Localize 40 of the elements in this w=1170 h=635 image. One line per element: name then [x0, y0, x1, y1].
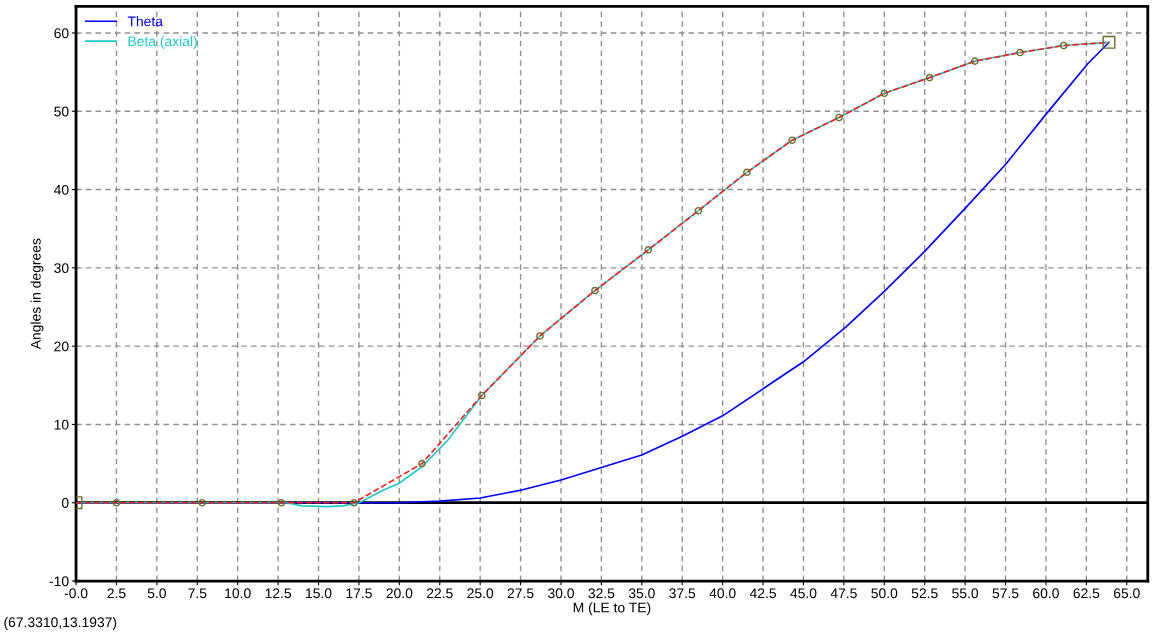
x-tick-label: 32.5 — [588, 588, 615, 599]
x-axis-title: M (LE to TE) — [573, 602, 651, 616]
x-tick-label: 2.5 — [107, 588, 126, 599]
y-tick-label: 50 — [54, 106, 69, 117]
text: (67.3310,13.1937) — [4, 616, 117, 630]
x-tick-label: 37.5 — [669, 588, 696, 599]
x-tick-label: 40.0 — [709, 588, 736, 599]
x-tick-label: 62.5 — [1073, 588, 1100, 599]
x-tick-label: 25.0 — [467, 588, 494, 599]
x-tick-label: 55.0 — [952, 588, 979, 599]
y-tick-label: -10 — [49, 576, 69, 587]
x-tick-label: 12.5 — [265, 588, 292, 599]
x-tick-label: 5.0 — [147, 588, 166, 599]
y-tick-label: 30 — [54, 263, 69, 274]
y-tick-label: 10 — [54, 419, 69, 430]
x-tick-label: 57.5 — [992, 588, 1019, 599]
x-tick-label: 60.0 — [1033, 588, 1059, 599]
y-tick-label: 60 — [54, 28, 69, 39]
x-tick-label: 27.5 — [507, 588, 534, 599]
y-tick-label: 0 — [61, 498, 69, 508]
x-tick-label: 35.0 — [628, 588, 655, 599]
x-tick-label: 22.5 — [426, 588, 453, 599]
x-tick-label: 7.5 — [188, 588, 207, 599]
x-tick-label: 50.0 — [871, 588, 898, 599]
y-tick-label: 20 — [54, 341, 69, 352]
x-tick-label: -0.0 — [64, 588, 88, 599]
y-tick-label: 40 — [53, 184, 69, 195]
legend-label: Beta (axial) — [128, 35, 197, 49]
x-tick-label: 45.0 — [790, 588, 817, 599]
x-tick-label: 65.0 — [1113, 588, 1140, 599]
x-tick-label: 10.0 — [225, 588, 251, 599]
legend-label: Theta — [127, 16, 163, 27]
x-tick-label: 42.5 — [749, 588, 776, 599]
x-tick-label: 20.0 — [386, 588, 413, 599]
x-tick-label: 52.5 — [911, 588, 938, 599]
x-tick-label: 30.0 — [548, 588, 574, 599]
y-axis-title: Angles in degrees — [30, 238, 44, 350]
x-tick-label: 47.5 — [830, 588, 857, 599]
x-tick-label: 17.5 — [346, 588, 372, 599]
x-tick-label: 15.0 — [306, 588, 332, 599]
